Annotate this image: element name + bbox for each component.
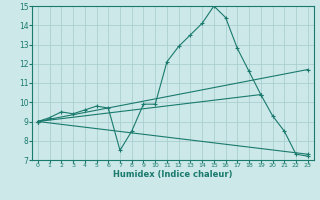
- X-axis label: Humidex (Indice chaleur): Humidex (Indice chaleur): [113, 170, 233, 179]
